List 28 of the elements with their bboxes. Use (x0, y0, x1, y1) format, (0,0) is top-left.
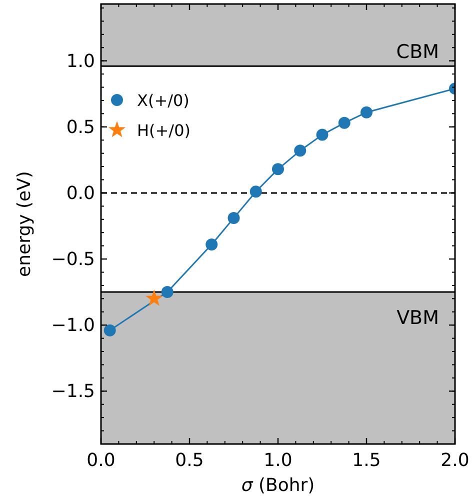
y-tick-label: −1.0 (51, 315, 95, 336)
point (146, 290, 163, 306)
x-tick-label: 0.0 (86, 450, 116, 471)
point (250, 186, 262, 198)
point (206, 238, 218, 250)
point (338, 116, 350, 129)
band-label: CBM (396, 41, 439, 64)
x-axis-title: σ (Bohr) (241, 475, 315, 496)
x-tick-label: 0.5 (175, 450, 204, 471)
y-tick-label: 0.0 (66, 182, 95, 204)
point (294, 144, 306, 157)
point (360, 106, 372, 118)
point (161, 286, 174, 298)
x-tick-label: 2.0 (440, 450, 470, 471)
legend-label: X(+/0) (137, 91, 190, 110)
point (316, 128, 328, 141)
legend-label: H(+/0) (137, 121, 190, 140)
y-tick-label: 0.5 (66, 116, 95, 138)
y-tick-label: −1.5 (51, 381, 95, 402)
band-label: VBM (396, 307, 439, 330)
point (228, 212, 240, 224)
point (104, 324, 116, 336)
point (272, 163, 284, 176)
y-axis-title: energy (eV) (14, 171, 35, 277)
y-tick-label: −0.5 (51, 249, 95, 270)
y-tick-label: 1.0 (66, 50, 95, 72)
x-tick-label: 1.0 (264, 450, 292, 471)
x-tick-label: 1.5 (352, 450, 381, 471)
